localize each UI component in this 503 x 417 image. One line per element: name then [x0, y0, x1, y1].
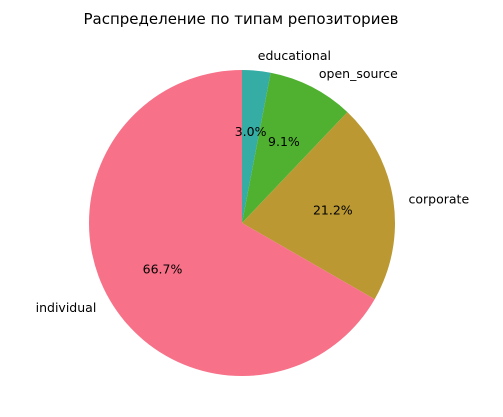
slice-label-individual: individual — [36, 300, 97, 315]
pie-slice-individual — [88, 69, 375, 377]
slice-label-educational: educational — [258, 48, 331, 63]
pie-slice-open-source — [242, 72, 348, 224]
pie-labels: educational 3.0% open_source 9.1% corporate 2… — [36, 48, 470, 315]
slice-pct-label-individual: 66.7% — [143, 262, 183, 277]
slice-pct-label-open-source: 9.1% — [268, 134, 300, 149]
pie-slice-educational — [242, 70, 271, 223]
pie-slice-corporate — [242, 112, 395, 300]
slice-label-corporate: corporate — [409, 191, 470, 206]
slice-pct-label-educational: 3.0% — [235, 124, 267, 139]
pie-slices — [88, 69, 395, 377]
slice-pct-label-corporate: 21.2% — [313, 202, 353, 217]
slice-label-open-source: open_source — [319, 66, 398, 81]
chart-title: Распределение по типам репозиториев — [83, 10, 398, 28]
